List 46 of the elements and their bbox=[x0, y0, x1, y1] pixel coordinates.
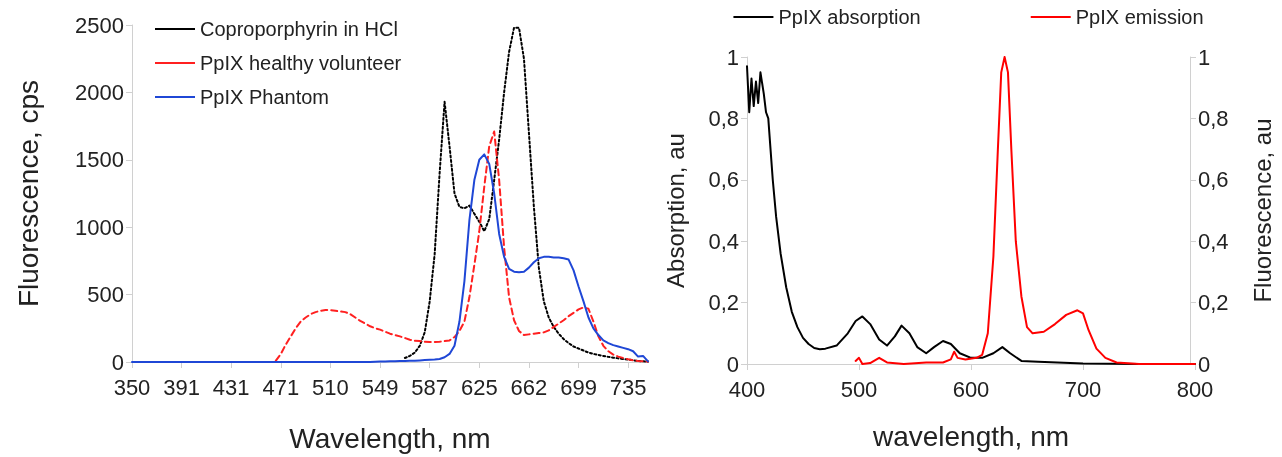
y-tick-label: 0,6 bbox=[708, 167, 739, 193]
y-tick-label: 1000 bbox=[75, 214, 124, 240]
x-tick-label: 350 bbox=[113, 374, 151, 400]
x-tick-label: 500 bbox=[840, 376, 878, 402]
y-tick-label: 500 bbox=[87, 282, 124, 308]
legend-label: PpIX emission bbox=[1075, 6, 1204, 28]
x-tick-label: 662 bbox=[510, 374, 548, 400]
x-tick-label: 587 bbox=[411, 374, 449, 400]
y-tick-label: 2000 bbox=[75, 79, 124, 105]
y2-tick-label: 0,6 bbox=[1198, 167, 1229, 193]
x-axis-title: wavelength, nm bbox=[871, 420, 1070, 452]
x-tick-label: 735 bbox=[609, 374, 647, 400]
x-tick-label: 625 bbox=[460, 374, 498, 400]
y-axis-title: Fluorescence, cps bbox=[12, 79, 44, 308]
y-tick-label: 0,8 bbox=[708, 105, 739, 131]
x-tick-label: 431 bbox=[212, 374, 250, 400]
y2-tick-label: 0,2 bbox=[1198, 290, 1229, 316]
x-tick-label: 800 bbox=[1176, 376, 1214, 402]
legend-label: PpIX healthy volunteer bbox=[200, 52, 402, 74]
x-tick-label: 549 bbox=[361, 374, 399, 400]
y-tick-label: 2500 bbox=[75, 12, 124, 38]
x-tick-label: 510 bbox=[312, 374, 349, 400]
y-tick-label: 1 bbox=[726, 44, 739, 70]
x-tick-label: 699 bbox=[560, 374, 597, 400]
y-tick-label: 0,2 bbox=[708, 290, 739, 316]
x-tick-label: 700 bbox=[1064, 376, 1102, 402]
x-axis-title: Wavelength, nm bbox=[289, 422, 491, 454]
y2-tick-label: 0,4 bbox=[1198, 228, 1229, 254]
x-tick-label: 391 bbox=[163, 374, 200, 400]
y-tick-label: 1500 bbox=[75, 147, 124, 173]
y-tick-label: 0 bbox=[726, 351, 739, 377]
y2-tick-label: 0,8 bbox=[1198, 105, 1229, 131]
y2-axis-title: Fluorescence, au bbox=[1248, 118, 1276, 303]
y-axis-title: Absorption, au bbox=[661, 133, 689, 288]
legend-label: PpIX Phantom bbox=[200, 86, 329, 108]
y-tick-label: 0 bbox=[111, 349, 124, 375]
y2-tick-label: 1 bbox=[1198, 44, 1211, 70]
x-tick-label: 600 bbox=[952, 376, 990, 402]
y-tick-label: 0,4 bbox=[708, 228, 739, 254]
line-series bbox=[274, 130, 649, 363]
legend-label: Coproporphyrin in HCl bbox=[200, 18, 398, 40]
line-series bbox=[854, 56, 1196, 365]
x-tick-label: 471 bbox=[262, 374, 300, 400]
legend-label: PpIX absorption bbox=[778, 6, 921, 28]
y2-tick-label: 0 bbox=[1198, 351, 1211, 377]
x-tick-label: 400 bbox=[728, 376, 766, 402]
